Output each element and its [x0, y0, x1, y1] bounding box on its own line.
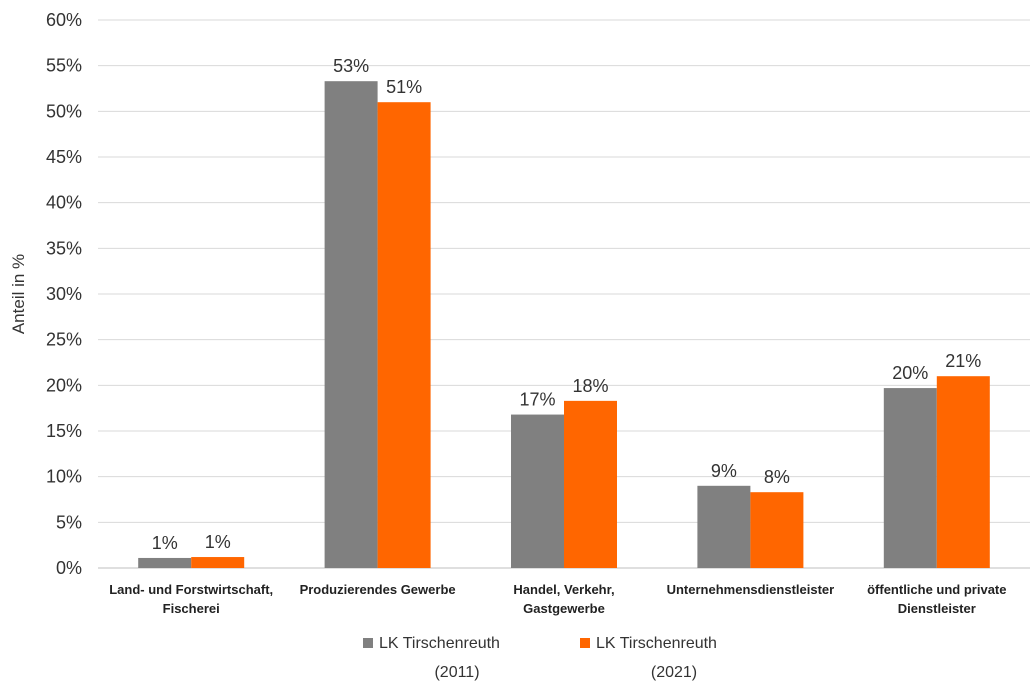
x-category-label: Produzierendes Gewerbe	[300, 582, 456, 597]
x-category-label: Unternehmensdienstleister	[667, 582, 835, 597]
bar	[750, 492, 804, 568]
y-tick-label: 25%	[46, 330, 82, 350]
bar	[883, 388, 937, 568]
bar	[191, 557, 245, 568]
data-label: 9%	[711, 461, 737, 481]
data-label: 17%	[519, 390, 555, 410]
y-tick-label: 55%	[46, 56, 82, 76]
data-labels: 1% 1% 53% 51% 17% 18% 9% 8% 20% 21%	[152, 56, 982, 553]
legend: LK Tirschenreuth (2011) LK Tirschenreuth (2…	[363, 635, 717, 681]
y-tick-label: 15%	[46, 421, 82, 441]
bar	[138, 557, 192, 568]
y-tick-label: 60%	[46, 10, 82, 30]
y-axis-title: Anteil in %	[9, 254, 28, 334]
legend-label-year: (2011)	[434, 664, 479, 681]
y-tick-label: 30%	[46, 284, 82, 304]
x-axis-categories: Land- und Forstwirtschaft, Fischerei Produ…	[109, 582, 1006, 616]
y-tick-label: 40%	[46, 193, 82, 213]
y-tick-label: 50%	[46, 101, 82, 121]
data-label: 20%	[892, 363, 928, 383]
legend-item: LK Tirschenreuth (2021)	[580, 635, 717, 681]
x-category-label: öffentliche und private Dienstleister	[867, 582, 1006, 616]
y-tick-label: 5%	[56, 512, 82, 532]
bar	[697, 485, 751, 568]
legend-label: LK Tirschenreuth	[596, 635, 717, 652]
x-category-label: Land- und Forstwirtschaft, Fischerei	[109, 582, 273, 616]
y-tick-label: 45%	[46, 147, 82, 167]
data-label: 1%	[152, 533, 178, 553]
bar	[377, 102, 431, 568]
legend-item: LK Tirschenreuth (2011)	[363, 635, 500, 681]
y-tick-label: 10%	[46, 467, 82, 487]
bar	[324, 81, 378, 569]
legend-swatch	[363, 638, 373, 648]
data-label: 51%	[386, 77, 422, 97]
data-label: 8%	[764, 467, 790, 487]
legend-label-year: (2021)	[651, 664, 697, 681]
data-label: 1%	[205, 532, 231, 552]
data-label: 18%	[572, 376, 608, 396]
legend-label: LK Tirschenreuth	[379, 635, 500, 652]
bar	[936, 376, 990, 568]
y-tick-label: 0%	[56, 558, 82, 578]
x-category-label: Handel, Verkehr, Gastgewerbe	[513, 582, 614, 616]
y-tick-label: 35%	[46, 238, 82, 258]
bars	[138, 81, 990, 569]
y-tick-label: 20%	[46, 375, 82, 395]
bar	[564, 400, 617, 568]
bar	[511, 414, 564, 568]
legend-swatch	[580, 638, 590, 648]
gridlines	[98, 19, 1030, 569]
y-axis-ticks: 0% 5% 10% 15% 20% 25% 30% 35% 40% 45% 50% 55% 60%	[46, 10, 82, 578]
data-label: 21%	[945, 351, 981, 371]
data-label: 53%	[333, 56, 369, 76]
